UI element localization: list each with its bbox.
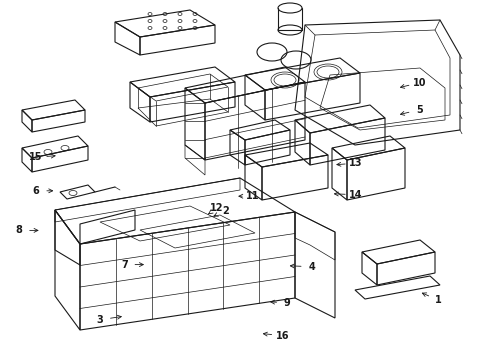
Text: 14: 14 xyxy=(349,190,363,200)
Text: 12: 12 xyxy=(210,203,224,213)
Text: 11: 11 xyxy=(246,191,260,201)
Text: 6: 6 xyxy=(33,186,40,196)
Text: 5: 5 xyxy=(416,105,423,115)
Text: 1: 1 xyxy=(435,295,442,305)
Text: 2: 2 xyxy=(222,206,229,216)
Text: 10: 10 xyxy=(413,78,426,88)
Text: 9: 9 xyxy=(284,298,291,308)
Text: 13: 13 xyxy=(349,158,363,168)
Text: 8: 8 xyxy=(16,225,23,235)
Text: 15: 15 xyxy=(29,152,43,162)
Text: 4: 4 xyxy=(308,262,315,272)
Text: 7: 7 xyxy=(121,260,128,270)
Text: 3: 3 xyxy=(97,315,103,325)
Text: 16: 16 xyxy=(275,330,289,341)
